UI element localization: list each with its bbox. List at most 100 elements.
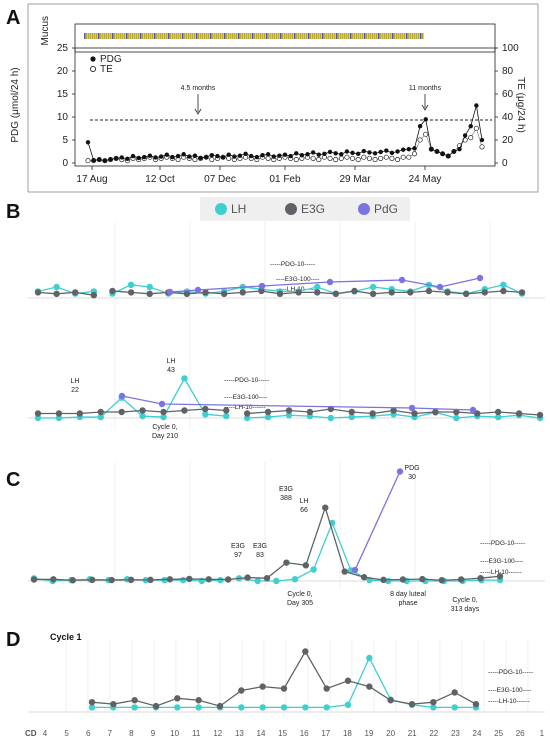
mucus-bar xyxy=(382,33,384,39)
e3g-point xyxy=(453,408,460,416)
pdg-point xyxy=(344,149,350,154)
mucus-bar xyxy=(116,33,118,39)
e3g-point xyxy=(244,574,251,581)
mucus-bar xyxy=(98,33,100,39)
lh-line xyxy=(38,377,227,419)
panel-d-gridlines xyxy=(65,640,529,712)
te-point xyxy=(400,154,406,160)
right-axis-ticks: 0 20 40 60 80 100 xyxy=(495,43,519,169)
mucus-bar xyxy=(302,33,304,39)
e3g-point xyxy=(322,504,329,511)
e3g-point xyxy=(332,290,340,297)
e3g-point xyxy=(348,408,355,416)
mucus-bar xyxy=(266,33,268,39)
pdg-point xyxy=(351,566,359,574)
pdg-point xyxy=(192,153,198,158)
e3g-point xyxy=(285,407,293,414)
x-tick-label: 07 Dec xyxy=(204,174,236,185)
e3g-point xyxy=(387,697,394,704)
pdg-point xyxy=(158,400,166,408)
panel-b-series xyxy=(34,274,544,422)
mucus-bar xyxy=(350,33,352,39)
mucus-bar xyxy=(106,33,108,39)
mucus-bar xyxy=(202,33,204,39)
mucus-bar xyxy=(306,33,308,39)
mucus-bar xyxy=(360,33,362,39)
e3g-point xyxy=(258,287,265,295)
mucus-bar xyxy=(408,33,410,39)
cd-tick-label: 20 xyxy=(386,729,395,738)
mucus-bar xyxy=(278,33,280,39)
mucus-bar xyxy=(384,33,386,39)
mucus-bar xyxy=(284,33,286,39)
mucus-bar xyxy=(324,33,326,39)
panel-a-frame xyxy=(27,3,539,193)
mucus-bar xyxy=(292,33,294,39)
cd-tick-label: 23 xyxy=(451,729,460,738)
pdg-point xyxy=(396,468,404,475)
e3g-point xyxy=(494,408,502,416)
pdg-point xyxy=(164,152,169,157)
pdg-point xyxy=(299,152,305,158)
mucus-bar xyxy=(170,33,172,39)
te-point xyxy=(406,154,412,160)
pdg-point xyxy=(440,151,445,156)
te-point xyxy=(417,137,423,143)
mucus-bar xyxy=(338,33,340,39)
cd-tick-label: 12 xyxy=(213,729,222,738)
mucus-bar xyxy=(414,33,416,39)
panel-b: LH E3G PdG -----PDG-10----- ----E3G-100-… xyxy=(28,197,545,440)
panel-label-a: A xyxy=(6,7,20,29)
c-annotation-cycle0-b: Day 305 xyxy=(287,600,313,607)
mucus-bar xyxy=(216,33,218,39)
mucus-bar xyxy=(156,33,158,39)
pdg-point xyxy=(136,155,141,161)
e3g-point xyxy=(166,576,174,583)
mucus-bar xyxy=(406,33,408,39)
mucus-bar xyxy=(402,33,404,39)
mucus-bar xyxy=(178,33,180,39)
legend-pdg-marker xyxy=(90,56,96,62)
lh-point xyxy=(369,283,377,291)
te-point xyxy=(411,151,418,157)
c-annotation-lh66-a: LH xyxy=(300,498,309,505)
mucus-bar xyxy=(228,33,230,39)
cd-tick-label: 21 xyxy=(408,729,417,738)
left-tick-label: 10 xyxy=(57,112,69,123)
legend-te-marker xyxy=(90,66,97,73)
mucus-bar xyxy=(108,33,110,39)
cd-axis-ticks: 4 5 6 7 8 9 10 11 12 13 14 15 16 17 18 19 20 21 22 23 24 25 26… xyxy=(43,729,545,738)
panel-a: Mucus 0 5 10 15 20 25 0 20 40 60 80 100 17 Aug 12 O… xyxy=(10,3,539,193)
c-annotation-313-a: Cycle 0, xyxy=(452,597,477,604)
mucus-bar xyxy=(398,33,400,39)
b-lower-pdg-threshold: -----PDG-10----- xyxy=(224,377,269,384)
mucus-bar xyxy=(122,33,124,39)
b-lower-e3g-threshold: ----E3G-100---- xyxy=(224,394,267,401)
mucus-bar xyxy=(274,33,276,39)
c-e3g-threshold: ----E3G-100---- xyxy=(480,558,523,565)
mucus-bar xyxy=(148,33,150,39)
mucus-bar xyxy=(166,33,168,39)
c-annotation-e3g97-a: E3G xyxy=(231,543,245,550)
mucus-bar xyxy=(276,33,278,39)
mucus-bar xyxy=(330,33,332,39)
mucus-bar xyxy=(364,33,366,39)
panel-b-legend-bg xyxy=(200,197,410,221)
mucus-bar xyxy=(378,33,380,39)
mucus-bars xyxy=(84,33,424,39)
lh-line xyxy=(37,286,94,295)
mucus-bar xyxy=(240,33,242,39)
pdg-line xyxy=(354,471,401,571)
mucus-bar xyxy=(392,33,394,39)
pdg-point xyxy=(170,154,175,160)
mucus-bar xyxy=(174,33,176,39)
e3g-point xyxy=(152,702,160,710)
pdg-point xyxy=(265,152,271,157)
lh-point xyxy=(273,577,280,585)
mucus-bar xyxy=(224,33,226,39)
mucus-bar xyxy=(388,33,390,39)
mucus-bar xyxy=(158,33,160,39)
e3g-point xyxy=(186,575,193,583)
c-annotation-e3g388-a: E3G xyxy=(279,486,293,493)
b-annotation-lh-22-b: 22 xyxy=(71,387,79,394)
